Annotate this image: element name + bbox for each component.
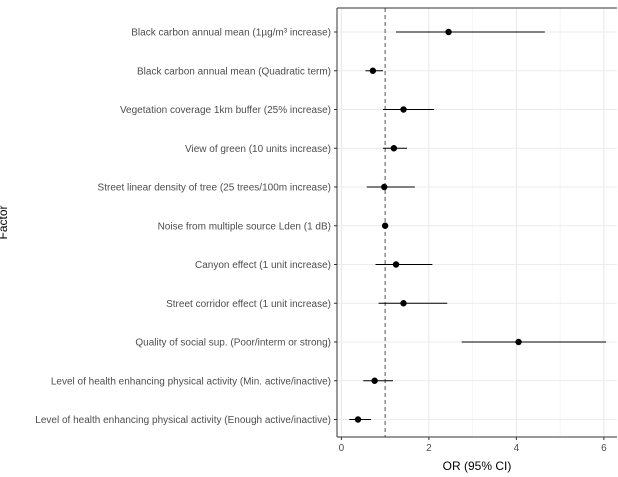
y-axis-title: Factor: [0, 205, 10, 239]
factor-label-5: Street linear density of tree (25 trees/…: [98, 183, 331, 194]
factor-label-2: Black carbon annual mean (Quadratic term…: [137, 66, 331, 77]
or-point-10: [371, 377, 378, 384]
x-tick-label-0: 0: [339, 443, 345, 454]
factor-label-11: Level of health enhancing physical activ…: [35, 415, 331, 426]
or-point-6: [381, 222, 389, 229]
plot-panel: [337, 8, 617, 437]
or-point-9: [515, 338, 522, 346]
factor-label-8: Street corridor effect (1 unit increase): [166, 299, 331, 310]
or-point-3: [400, 106, 407, 113]
factor-label-4: View of green (10 units increase): [185, 144, 331, 155]
or-point-8: [400, 300, 407, 307]
or-point-7: [392, 261, 400, 268]
x-axis-ticks: 0 2 4 6: [339, 437, 607, 454]
or-point-5: [381, 183, 388, 191]
or-point-11: [354, 416, 362, 423]
x-tick-label-4: 4: [514, 443, 520, 454]
marks-layer: [349, 28, 607, 423]
y-axis-labels: Black carbon annual mean (1µg/m³ increas…: [35, 28, 337, 426]
or-point-1: [445, 28, 452, 36]
x-axis-title: OR (95% CI): [443, 459, 512, 473]
factor-label-3: Vegetation coverage 1km buffer (25% incr…: [120, 105, 331, 116]
factor-label-7: Canyon effect (1 unit increase): [195, 260, 331, 271]
x-tick-label-6: 6: [601, 443, 607, 454]
or-point-4: [390, 145, 398, 152]
or-point-2: [369, 67, 377, 74]
factor-label-6: Noise from multiple source Lden (1 dB): [158, 221, 331, 232]
factor-label-9: Quality of social sup. (Poor/interm or s…: [135, 338, 331, 349]
factor-label-1: Black carbon annual mean (1µg/m³ increas…: [131, 28, 331, 39]
x-tick-label-2: 2: [426, 443, 432, 454]
factor-label-10: Level of health enhancing physical activ…: [51, 376, 331, 387]
